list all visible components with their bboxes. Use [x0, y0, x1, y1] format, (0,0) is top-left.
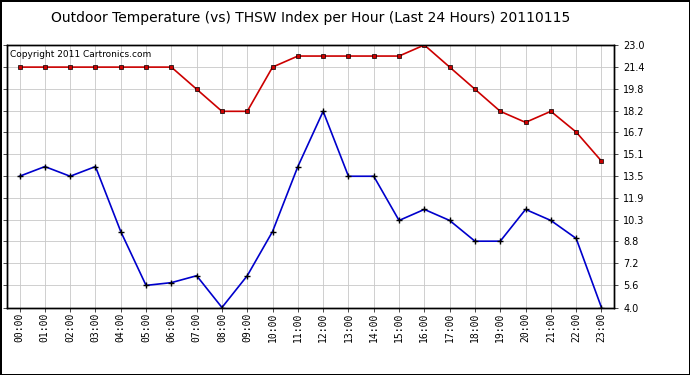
Text: Outdoor Temperature (vs) THSW Index per Hour (Last 24 Hours) 20110115: Outdoor Temperature (vs) THSW Index per … [51, 11, 570, 25]
Text: Copyright 2011 Cartronics.com: Copyright 2011 Cartronics.com [10, 50, 151, 59]
